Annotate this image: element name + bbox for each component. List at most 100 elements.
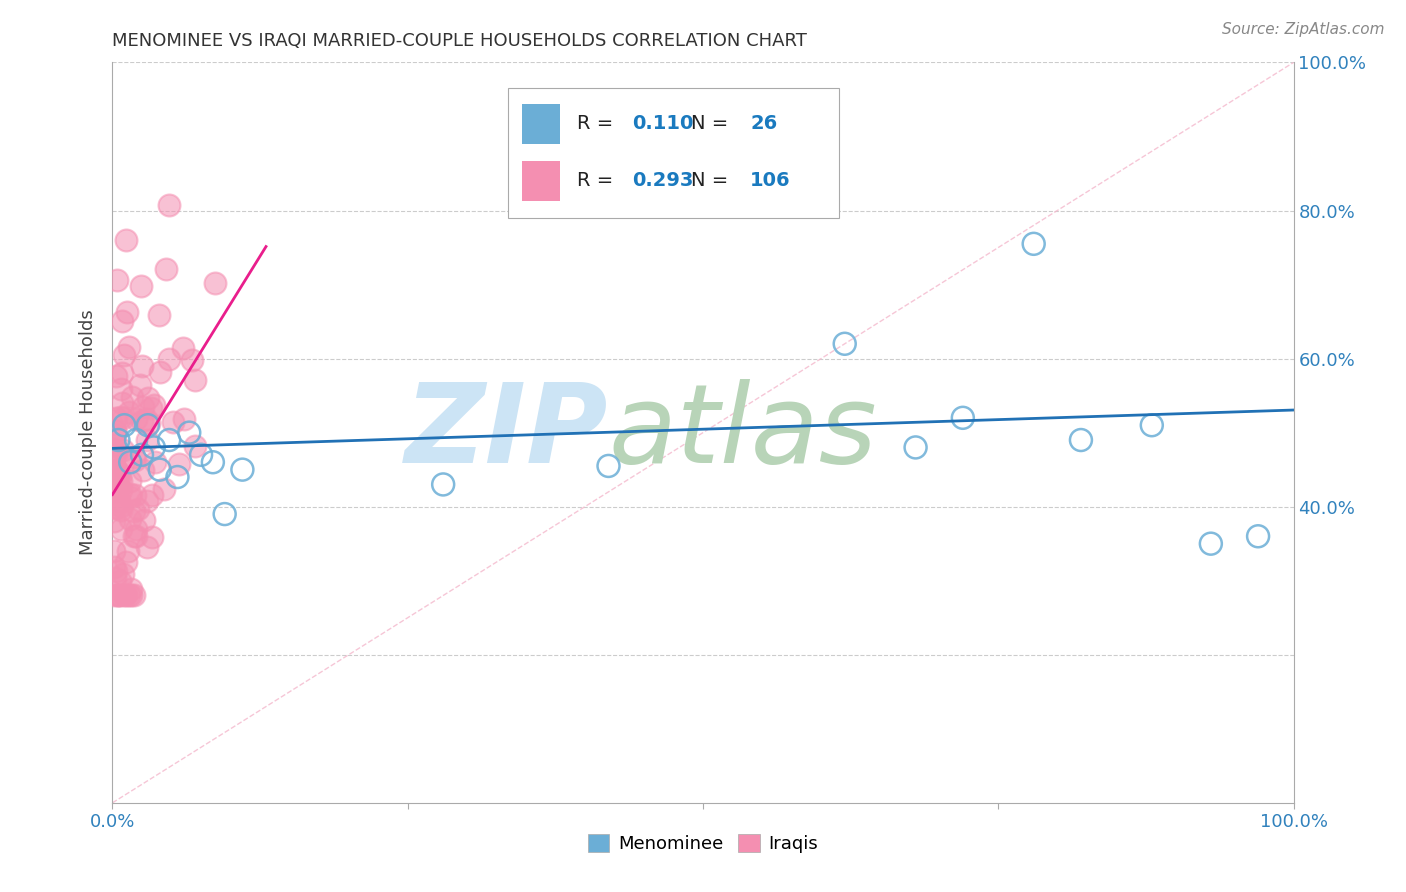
Point [105,446,128,460]
Point [190,448,212,462]
Point [127,501,149,516]
Point [110,589,132,603]
Point [115,305,138,319]
Point [125,412,148,426]
Point [112,443,135,458]
Point [107,433,129,447]
Point [136,433,159,447]
Text: 26: 26 [751,114,778,134]
Point [120,589,142,603]
Point [184,373,207,387]
Point [107,589,129,603]
Point [136,392,159,406]
Point [118,474,141,488]
Point [114,233,136,247]
Point [110,499,132,513]
Point [122,450,145,465]
Point [105,467,128,482]
Point [141,530,163,544]
Point [157,351,180,366]
Point [155,261,177,276]
Point [107,589,129,603]
Point [112,589,135,603]
Text: 0.293: 0.293 [633,171,693,190]
Point [108,469,131,483]
Point [103,514,125,528]
Point [139,401,162,416]
Point [128,378,150,392]
Point [904,441,927,455]
Point [231,462,253,476]
Point [112,418,135,433]
Point [111,396,134,410]
Point [132,463,155,477]
Point [149,462,172,476]
Point [751,166,773,180]
Point [107,467,129,481]
Text: atlas: atlas [609,379,877,486]
Point [111,366,134,380]
Point [148,309,170,323]
Y-axis label: Married-couple Households: Married-couple Households [79,310,97,556]
Text: 106: 106 [751,171,790,190]
Point [118,491,141,505]
Point [103,471,125,485]
Point [834,336,856,351]
Point [103,442,125,456]
Point [111,410,134,425]
Point [167,457,190,471]
Text: R =: R = [576,171,619,190]
Point [103,477,125,491]
Point [103,544,125,558]
Point [111,566,134,581]
Point [104,423,127,437]
Point [110,382,132,396]
Point [117,340,139,354]
Point [143,455,166,469]
Point [1070,433,1092,447]
Point [214,507,236,521]
Point [181,353,204,368]
Text: N =: N = [692,114,735,134]
Point [122,589,145,603]
Point [121,390,143,404]
Point [115,555,138,569]
Point [131,414,153,428]
Point [110,474,132,488]
Point [149,365,172,379]
Point [124,488,146,502]
Text: N =: N = [692,171,735,190]
Text: ZIP: ZIP [405,379,609,486]
Point [132,513,155,527]
Point [153,482,176,496]
Point [143,398,166,412]
Text: R =: R = [576,114,619,134]
Point [110,483,132,497]
Point [105,272,128,286]
Point [110,522,132,536]
Point [115,589,138,603]
Point [103,559,125,574]
Point [138,416,160,430]
Point [157,433,180,447]
Point [131,359,153,373]
Point [141,488,163,502]
Point [120,455,142,469]
Point [204,277,226,291]
Point [103,460,125,475]
Point [598,458,620,473]
Point [142,441,165,455]
Point [122,529,145,543]
Point [122,504,145,518]
Point [173,412,195,426]
Point [103,500,125,514]
Point [124,452,146,467]
Point [105,484,128,499]
Point [125,433,148,447]
FancyBboxPatch shape [522,103,560,145]
Point [118,487,141,501]
Point [110,410,132,425]
Point [104,428,127,442]
Point [166,470,188,484]
Point [103,589,125,603]
